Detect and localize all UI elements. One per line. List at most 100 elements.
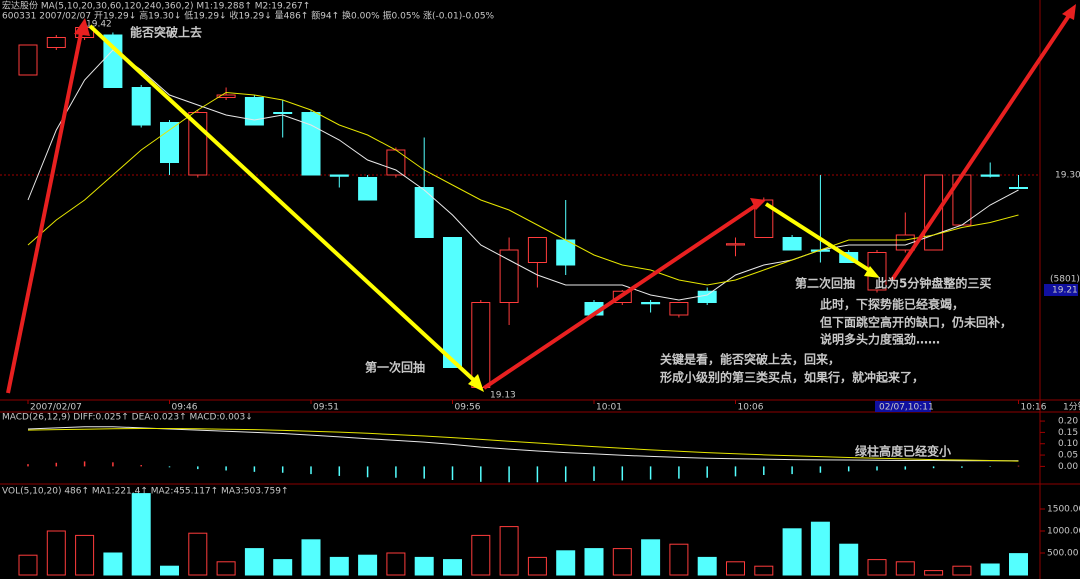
candle-body — [216, 94, 236, 98]
indicator-line — [27, 49, 1019, 301]
trend-arrow — [482, 202, 760, 390]
annotation: 但下面跳空高开的缺口，仍未回补， — [819, 315, 1012, 330]
volume-bar — [839, 543, 859, 576]
high-label: 19.42 — [86, 20, 112, 30]
volume-bar — [103, 552, 123, 576]
volume-bar — [924, 570, 944, 576]
candle-body — [669, 302, 689, 316]
volume-bar — [612, 548, 632, 576]
candle-body — [103, 34, 123, 88]
cursor-time-box — [875, 401, 931, 412]
candle-body — [46, 37, 66, 48]
volume-bar — [782, 528, 802, 576]
volume-bar — [669, 543, 689, 576]
volume-bar — [443, 559, 462, 576]
candle-body — [924, 174, 944, 251]
volume-bar — [499, 526, 519, 576]
trend-arrow — [6, 27, 84, 394]
volume-bar — [358, 554, 378, 576]
trend-arrows — [6, 4, 1076, 394]
volume-bar — [46, 530, 66, 576]
candle-body — [527, 237, 547, 263]
low-label: 19.13 — [490, 391, 516, 401]
candle-body — [358, 177, 378, 201]
annotation: 说明多头力度强劲…… — [820, 332, 940, 347]
indicator-line — [27, 91, 1019, 286]
arrowhead — [1062, 4, 1076, 20]
y-tick-label: 1000.00 — [1047, 527, 1080, 537]
y-tick-label: 1500.00 — [1047, 505, 1080, 515]
candle-body — [782, 237, 802, 251]
x-tick-label: 09:51 — [313, 403, 339, 413]
x-tick-label: 02/07,10:11 — [879, 403, 934, 413]
volume-bar — [641, 539, 661, 576]
arrowhead — [468, 374, 484, 392]
indicator-line — [27, 428, 1019, 462]
annotation: 第二次回抽 — [795, 276, 855, 291]
volume-bar — [697, 556, 717, 576]
candle-body — [443, 237, 462, 368]
candle-body — [131, 87, 151, 126]
y-tick-label: 500.00 — [1047, 549, 1079, 559]
candle-body — [386, 149, 406, 176]
volume-bar — [386, 552, 406, 576]
candle-body — [273, 112, 293, 114]
arrowhead — [74, 18, 90, 36]
y-tick-label: 0.10 — [1058, 439, 1078, 449]
candle-body — [471, 302, 491, 388]
candle-body — [244, 97, 264, 126]
annotation: 此为5分钟盘整的三买 — [875, 276, 991, 291]
trend-arrow — [88, 24, 480, 386]
volume-bar — [160, 565, 179, 576]
candle-body — [980, 174, 1000, 177]
candle-body — [301, 112, 321, 176]
macd-title: MACD(26,12,9) DIFF:0.025↑ DEA:0.023↑ MAC… — [2, 413, 253, 423]
annotation: 能否突破上去 — [130, 25, 202, 40]
volume-bar — [414, 556, 434, 576]
volume-bar — [556, 550, 576, 576]
x-tick-label: 09:56 — [455, 403, 481, 413]
x-tick-label: 10:16 — [1021, 403, 1047, 413]
volume-bar — [188, 532, 208, 576]
volume-bar — [980, 563, 1000, 576]
volume-bar — [131, 493, 151, 576]
volume-bar — [726, 561, 745, 576]
volume-bar — [895, 561, 915, 576]
y-tick-label: 0.05 — [1058, 451, 1078, 461]
arrowhead — [750, 198, 766, 210]
volume-bar — [754, 565, 774, 576]
volume-bar — [244, 548, 264, 576]
volume-bar — [273, 559, 293, 576]
annotation: 此时，下探势能已经衰竭， — [820, 297, 964, 312]
cursor-price-box — [1044, 284, 1078, 296]
volume-bar — [18, 554, 38, 576]
header-line: 宏达股份 MA(5,10,20,30,60,120,240,360,2) M1:… — [2, 0, 310, 12]
header-line: 600331 2007/02/07 开19.29↓ 高19.30↓ 低19.29… — [2, 10, 495, 22]
trend-arrow — [764, 202, 874, 274]
x-tick-label: 2007/02/07 — [30, 403, 82, 413]
candle-body — [414, 187, 434, 238]
annotation: 关键是看，能否突破上去，回来， — [660, 352, 840, 367]
candle-body — [329, 174, 349, 177]
trend-arrow — [890, 12, 1072, 282]
candle-body — [1009, 187, 1028, 189]
volume-bar — [301, 539, 321, 576]
annotation: 第一次回抽 — [365, 360, 425, 375]
annotation: 绿柱高度已经变小 — [855, 444, 951, 459]
volume-bar — [75, 534, 95, 576]
y-tick-label: 19.30 — [1055, 171, 1080, 181]
volume-bar — [1009, 553, 1028, 576]
volume-bar — [216, 561, 236, 576]
cursor-volume: (5801) — [1050, 275, 1080, 285]
arrowhead — [864, 266, 880, 278]
x-tick-label: 09:46 — [172, 403, 198, 413]
y-tick-label: 0.15 — [1058, 428, 1078, 438]
y-tick-label: 0.00 — [1058, 462, 1078, 472]
volume-bar — [527, 556, 547, 576]
cursor-price: 19.21 — [1052, 286, 1078, 296]
volume-bar — [810, 521, 830, 576]
candle-body — [160, 122, 179, 163]
